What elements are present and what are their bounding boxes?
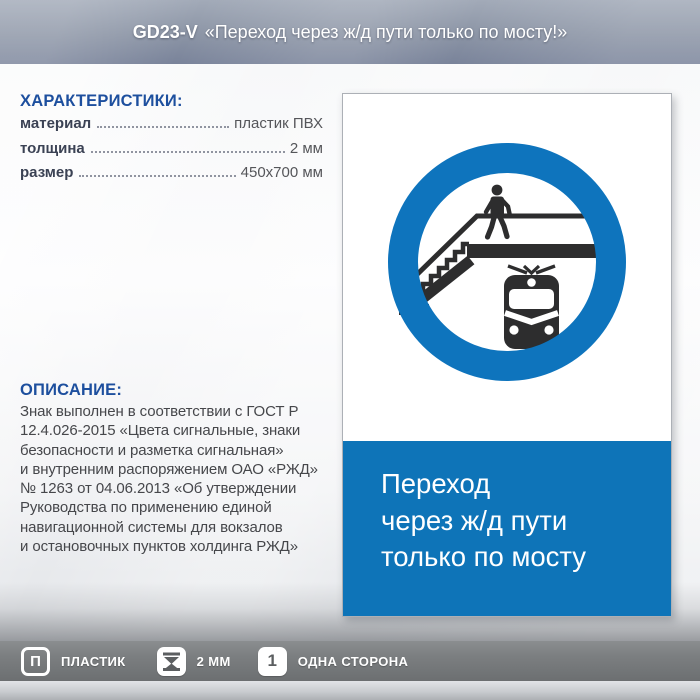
page-title: «Переход через ж/д пути только по мосту!… xyxy=(204,21,568,42)
train-icon xyxy=(504,264,559,349)
characteristic-value: пластик ПВХ xyxy=(234,115,323,132)
characteristic-label: размер xyxy=(20,164,74,181)
dotted-leader xyxy=(90,150,285,153)
characteristic-value: 2 мм xyxy=(289,139,323,157)
dotted-leader xyxy=(97,125,230,128)
characteristic-row-thickness: толщина 2 мм xyxy=(20,140,323,165)
plastic-icon-glyph: П xyxy=(30,652,41,670)
footer-item-label: ПЛАСТИК xyxy=(61,653,126,669)
footer-item-label: ОДНА СТОРОНА xyxy=(297,653,409,669)
characteristic-value: 450x700 мм xyxy=(240,164,323,181)
person-icon xyxy=(483,184,512,240)
single-side-icon-glyph: 1 xyxy=(267,651,277,670)
footer-item-label: 2 ММ xyxy=(196,653,231,669)
single-side-icon: 1 xyxy=(257,646,287,676)
plastic-icon: П xyxy=(21,646,50,676)
blue-ring xyxy=(388,143,626,381)
header-bar: GD23-V «Переход через ж/д пути только по… xyxy=(0,0,700,64)
characteristic-row-size: размер 450x700 мм xyxy=(20,164,323,189)
characteristic-label: материал xyxy=(20,115,92,132)
sign-caption-line: через ж/д пути xyxy=(381,504,568,536)
characteristics-heading: ХАРАКТЕРИСТИКИ: xyxy=(20,92,183,110)
bottom-strip xyxy=(0,681,700,700)
characteristics-table: материал пластик ПВХ толщина 2 мм размер… xyxy=(20,115,323,189)
description-heading: ОПИСАНИЕ: xyxy=(20,381,123,399)
description-text: Знак выполнен в соответствии с ГОСТ Р 12… xyxy=(20,403,318,556)
thickness-icon-glyph xyxy=(162,652,180,671)
characteristic-row-material: материал пластик ПВХ xyxy=(20,115,323,140)
railway-bridge-crossing-icon xyxy=(388,143,626,381)
thickness-icon xyxy=(156,646,186,676)
dotted-leader xyxy=(79,174,236,177)
product-code: GD23-V xyxy=(132,21,198,42)
footer-bar: П ПЛАСТИК 2 ММ 1 ОДНА СТОРОНА xyxy=(0,641,700,681)
footer-item-sides: 1 ОДНА СТОРОНА xyxy=(257,646,409,676)
characteristic-label: толщина xyxy=(20,139,85,157)
sign-preview-panel: Переход через ж/д пути только по мосту xyxy=(342,93,672,617)
sign-caption-line: Переход xyxy=(381,468,491,499)
sign-caption: Переход через ж/д пути только по мосту xyxy=(343,441,671,616)
sign-caption-line: только по мосту xyxy=(381,541,587,572)
footer-item-plastic: П ПЛАСТИК xyxy=(21,646,126,676)
footer-item-thickness: 2 ММ xyxy=(156,646,231,676)
